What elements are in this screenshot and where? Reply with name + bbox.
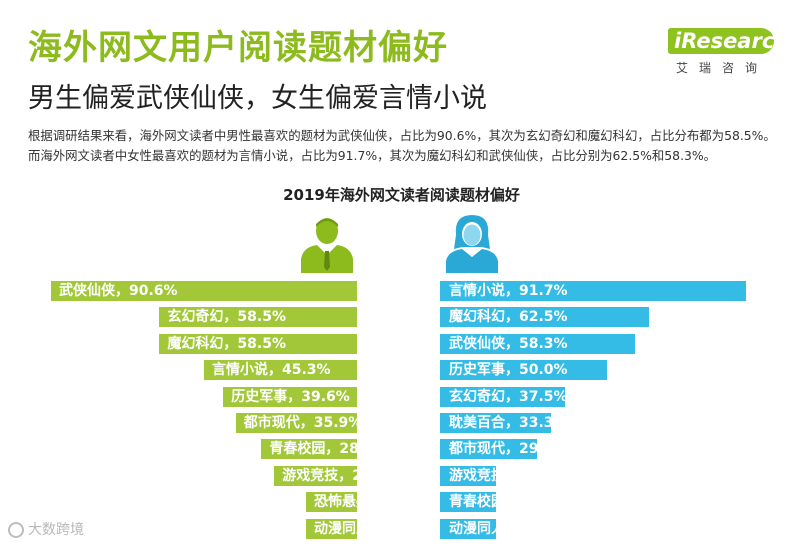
female-bar: 言情小说，91.7% [440,281,746,301]
male-bar: 玄幻奇幻，58.5% [159,307,357,328]
male-user-icon [301,218,353,273]
male-bar-label: 历史军事，39.6% [231,388,350,405]
female-bar-label: 历史军事，50.0% [449,362,568,379]
male-bar: 武侠仙侠，90.6% [51,281,357,301]
male-bar: 恐怖悬疑，15.1% [306,492,433,513]
male-bar: 魔幻科幻，58.5% [159,333,357,354]
female-bar: 玄幻奇幻，37.5% [440,386,568,407]
female-bar-label: 耽美百合，33.3% [449,415,568,431]
page-title: 海外网文用户阅读题材偏好 [28,28,448,68]
male-bar: 言情小说，45.3% [204,360,357,381]
watermark: 大数跨境 [8,519,84,539]
male-bar: 动漫同人，15.1% [306,518,433,539]
female-bar: 青春校园，16.7% [440,492,568,513]
male-bar-label: 言情小说，45.3% [212,362,331,379]
female-bar-label: 都市现代，29.2% [449,441,568,458]
description-text: 根据调研结果来看，海外网文读者中男性最喜欢的题材为武侠仙侠，占比为90.6%，其… [28,128,776,163]
female-bar-label: 武侠仙侠，58.3% [449,335,568,352]
female-bar-label: 魔幻科幻，62.5% [449,309,568,326]
male-bar-label: 动漫同人，15.1% [314,520,433,537]
male-bar-label: 都市现代，35.9% [243,415,363,431]
male-bar: 都市现代，35.9% [235,413,362,433]
female-bar: 动漫同人，16.7% [440,518,568,539]
female-bar-label: 动漫同人，16.7% [449,520,568,537]
female-bar: 游戏竞技，16.7% [440,465,568,486]
female-bar: 都市现代，29.2% [440,439,568,460]
male-bar-label: 玄幻奇幻，58.5% [167,309,286,326]
female-bar-label: 玄幻奇幻，37.5% [449,388,568,405]
male-bar-label: 青春校园，28.3% [269,441,388,458]
logo-badge [668,28,774,54]
female-bar: 历史军事，50.0% [440,360,607,381]
male-bar: 历史军事，39.6% [223,386,357,407]
male-bar-label: 恐怖悬疑，15.1% [314,494,433,511]
watermark-text: 大数跨境 [28,522,84,538]
female-bar-label: 言情小说，91.7% [449,283,568,299]
female-bar-label: 青春校园，16.7% [449,494,568,511]
male-bar-label: 武侠仙侠，90.6% [59,283,178,299]
female-bar: 武侠仙侠，58.3% [440,333,635,354]
chart-title: 2019年海外网文读者阅读题材偏好 [283,186,520,204]
female-user-icon [446,215,498,273]
male-bar-label: 游戏竞技，24.5% [282,467,401,484]
logo-subtext: 艾瑞咨询 [676,61,769,75]
male-bar-label: 魔幻科幻，58.5% [167,335,286,352]
female-bar-label: 游戏竞技，16.7% [449,467,568,484]
female-bar: 耽美百合，33.3% [440,413,568,433]
watermark-icon [8,522,24,538]
page-subtitle: 男生偏爱武侠仙侠，女生偏爱言情小说 [28,83,487,114]
logo-text: iResearch [674,29,790,53]
male-bar: 游戏竞技，24.5% [274,465,401,486]
female-bar: 魔幻科幻，62.5% [440,307,649,328]
male-bar: 青春校园，28.3% [261,439,388,460]
iresearch-logo: iResearch 艾瑞咨询 [668,22,789,78]
